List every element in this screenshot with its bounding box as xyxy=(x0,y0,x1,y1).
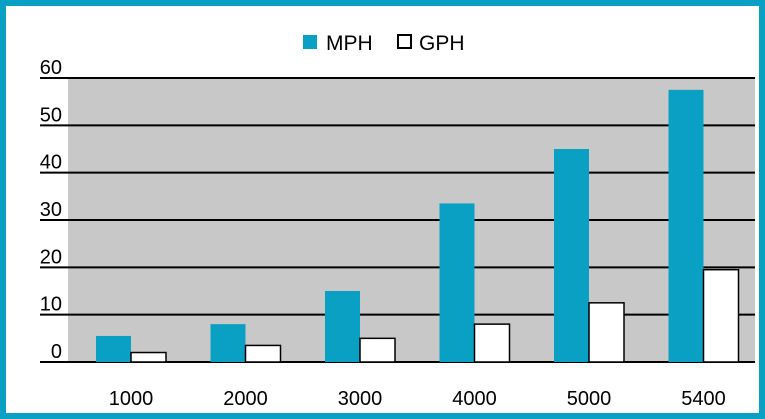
y-tick-label: 0 xyxy=(51,341,62,363)
bar-mph-4000 xyxy=(439,203,475,362)
x-tick-label: 1000 xyxy=(109,388,154,410)
x-tick-label: 5000 xyxy=(567,388,612,410)
legend-label-mph: MPH xyxy=(326,32,373,55)
bars xyxy=(96,89,740,363)
x-tick-label: 2000 xyxy=(223,388,268,410)
x-tick-label: 3000 xyxy=(338,388,383,410)
bar-mph-5400 xyxy=(668,89,704,362)
y-axis-ticks: 0 10 20 30 40 50 60 xyxy=(40,57,62,363)
x-tick-label: 5400 xyxy=(681,388,726,410)
y-tick-label: 50 xyxy=(40,104,62,126)
bar-gph-2000 xyxy=(244,344,282,363)
bar-mph-5000 xyxy=(554,149,589,362)
bar-gph-4000 xyxy=(473,323,511,363)
bar-mph-1000 xyxy=(96,335,131,362)
y-tick-label: 10 xyxy=(40,294,62,316)
bar-gph-5000 xyxy=(588,302,625,363)
legend-label-gph: GPH xyxy=(419,32,465,55)
bar-gph-5400 xyxy=(702,268,740,363)
legend: MPH GPH xyxy=(303,32,465,55)
x-tick-label: 4000 xyxy=(452,388,497,410)
x-axis-ticks: 1000 2000 3000 4000 5000 5400 xyxy=(109,388,726,410)
bar-gph-3000 xyxy=(359,337,396,363)
y-tick-label: 20 xyxy=(40,246,62,268)
y-tick-label: 40 xyxy=(40,152,62,174)
bar-gph-1000 xyxy=(130,351,167,363)
legend-swatch-mph xyxy=(303,35,317,49)
legend-swatch-gph xyxy=(397,34,412,49)
y-tick-label: 60 xyxy=(40,57,62,79)
gridlines xyxy=(40,77,755,363)
bar-mph-2000 xyxy=(210,324,246,362)
bar-mph-3000 xyxy=(325,291,360,362)
y-tick-label: 30 xyxy=(40,199,62,221)
